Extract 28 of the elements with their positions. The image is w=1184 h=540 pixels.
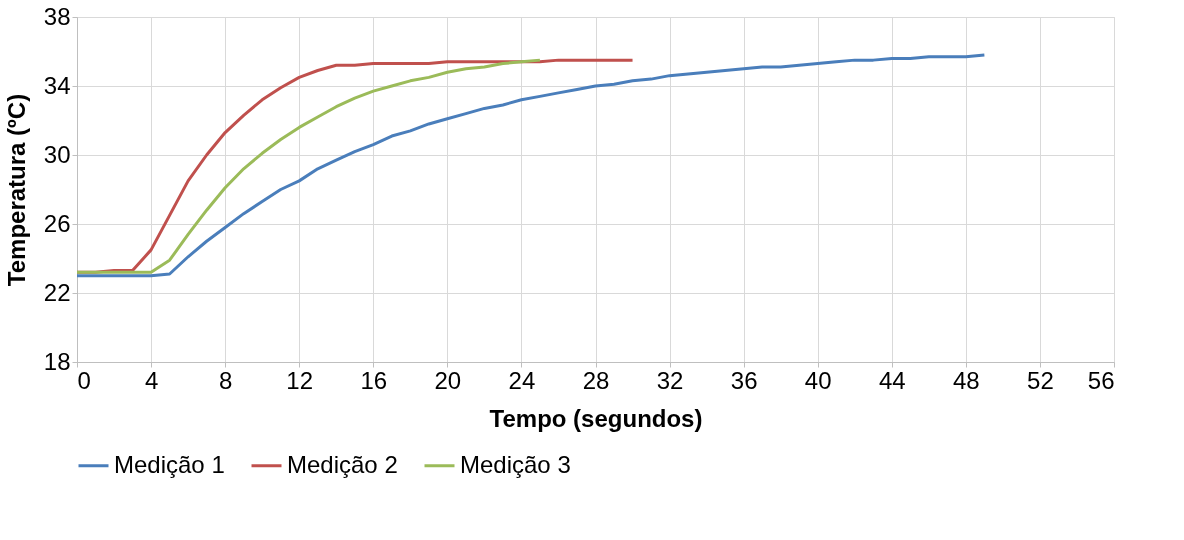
x-tick-label: 32 [656, 366, 684, 394]
line-series [75, 53, 986, 278]
legend-label: Medição 2 [287, 450, 398, 478]
x-tick-label: 56 [1087, 366, 1115, 394]
line-series [75, 58, 542, 274]
x-tick-label: 28 [582, 366, 610, 394]
legend-label: Medição 1 [114, 450, 225, 478]
x-tick-label: 36 [730, 366, 758, 394]
y-tick-label: 26 [43, 209, 71, 237]
y-tick-label: 38 [43, 2, 71, 30]
x-tick-label: 40 [804, 366, 832, 394]
x-tick-label: 44 [878, 366, 906, 394]
x-tick-label: 16 [360, 366, 388, 394]
x-tick-label: 8 [218, 366, 233, 394]
x-axis-title: Tempo (segundos) [489, 404, 703, 432]
x-tick-label: 48 [953, 366, 980, 394]
y-axis-title: Temperatura (ºC) [2, 93, 30, 287]
y-tick-label: 34 [43, 71, 71, 99]
x-tick-label: 12 [286, 366, 314, 394]
y-tick-label: 30 [43, 140, 71, 168]
legend-label: Medição 3 [460, 450, 571, 478]
y-tick-label: 22 [43, 278, 71, 306]
x-tick-label: 20 [434, 366, 462, 394]
x-tick-label: 4 [144, 366, 159, 394]
x-tick-label: 0 [77, 366, 91, 394]
x-tick-label: 52 [1027, 366, 1054, 394]
x-tick-label: 24 [508, 366, 536, 394]
y-tick-label: 18 [43, 347, 71, 375]
